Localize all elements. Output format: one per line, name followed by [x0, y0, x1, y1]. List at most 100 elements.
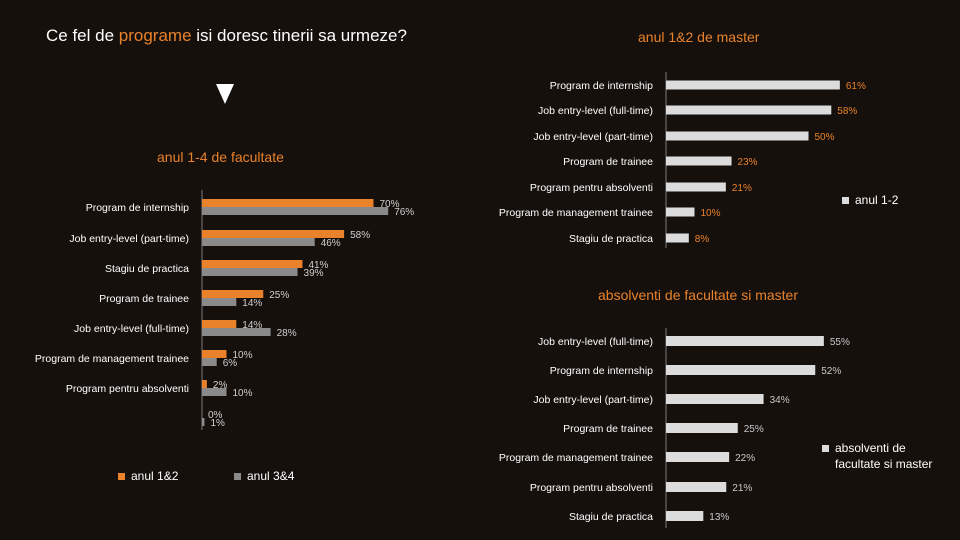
chart2-value-label: 21% — [732, 183, 752, 194]
chart1-category-label: Stagiu de practica — [105, 263, 189, 275]
chart1-category-label: Program de management trainee — [35, 353, 189, 365]
chart2-bar — [666, 182, 726, 192]
chart1-bar — [202, 290, 264, 298]
title-part1: Ce fel de — [46, 26, 119, 45]
chart1-bar — [202, 380, 207, 388]
chart3-bar — [666, 511, 704, 521]
chart3-value-label: 21% — [732, 483, 752, 494]
chart3-bar — [666, 336, 824, 346]
chart2-value-label: 58% — [837, 106, 857, 117]
chart3-value-label: 55% — [830, 337, 850, 348]
chart2-category-label: Stagiu de practica — [569, 233, 653, 245]
legend-label: absolventi de facultate si master — [835, 441, 933, 471]
chart2-value-label: 8% — [695, 234, 710, 245]
legend-swatch — [234, 473, 241, 480]
chart2-bar — [666, 156, 732, 166]
chart2-value-label: 10% — [701, 208, 721, 219]
chart1-category-label: Job entry-level (full-time) — [74, 323, 189, 335]
chart1-bar — [202, 230, 345, 238]
chart1-value-label: 0% — [208, 410, 223, 421]
legend-item-anul-3-4: anul 3&4 — [234, 468, 294, 484]
legend-item-anul-1-2: anul 1&2 — [118, 468, 178, 484]
chart1-value-label: 6% — [223, 358, 238, 369]
legend-label: anul 3&4 — [247, 469, 295, 483]
chart1-category-label: Program pentru absolventi — [66, 383, 189, 395]
legend-swatch — [842, 197, 849, 204]
chart1-value-label: 58% — [350, 230, 370, 241]
chart3-value-label: 52% — [821, 366, 841, 377]
chart1-bar — [202, 358, 217, 366]
chart1-category-label: Program de trainee — [99, 293, 189, 305]
legend-swatch — [118, 473, 125, 480]
chart3-category-label: Job entry-level (part-time) — [533, 394, 653, 406]
chart2-bar — [666, 207, 695, 217]
chart3-bar — [666, 482, 727, 492]
chart3-category-label: Program pentru absolventi — [530, 482, 653, 494]
title-accent: programe — [118, 26, 192, 45]
chart1-value-label: 10% — [233, 350, 253, 361]
chart1-bar — [202, 388, 227, 396]
legend-item-absolventi: absolventi de facultate si master — [822, 440, 932, 472]
chart3-value-label: 25% — [744, 424, 764, 435]
chart2-value-label: 61% — [846, 81, 866, 92]
chart1-value-label: 46% — [321, 238, 341, 249]
chart1-bar — [202, 260, 303, 268]
chart1-value-label: 10% — [233, 388, 253, 399]
chart1-title: anul 1-4 de facultate — [157, 149, 284, 165]
chart2-bar — [666, 80, 840, 90]
chart3-bar — [666, 423, 738, 433]
chart1-value-label: 70% — [380, 199, 400, 210]
chart1-bar — [202, 418, 205, 426]
chart3-title: absolventi de facultate si master — [598, 287, 798, 303]
down-arrow-icon — [216, 84, 234, 104]
chart2-category-label: Program de internship — [550, 80, 653, 92]
legend-label: anul 1-2 — [855, 193, 899, 207]
chart3-value-label: 22% — [735, 453, 755, 464]
legend-item-anul-1-2-master: anul 1-2 — [842, 192, 898, 208]
chart1-category-label: Program de internship — [86, 202, 189, 214]
chart1-bar — [202, 268, 298, 276]
chart2-category-label: Program pentru absolventi — [530, 182, 653, 194]
chart1-bar — [202, 298, 237, 306]
chart3-category-label: Job entry-level (full-time) — [538, 336, 653, 348]
chart3-category-label: Stagiu de practica — [569, 511, 653, 523]
page-title: Ce fel de programe isi doresc tinerii sa… — [46, 26, 407, 46]
chart1-bar — [202, 238, 315, 246]
chart2-value-label: 23% — [738, 157, 758, 168]
chart2-bar — [666, 233, 689, 243]
chart1-category-label: Job entry-level (part-time) — [69, 233, 189, 245]
title-part2: isi doresc tinerii sa urmeze? — [191, 26, 407, 45]
chart1-value-label: 25% — [269, 290, 289, 301]
chart1-value-label: 39% — [304, 268, 324, 279]
chart1-value-label: 28% — [277, 328, 297, 339]
chart2-category-label: Job entry-level (part-time) — [533, 131, 653, 143]
chart3-category-label: Program de management trainee — [499, 452, 653, 464]
chart2-category-label: Program de management trainee — [499, 207, 653, 219]
chart1-value-label: 14% — [242, 298, 262, 309]
chart2-value-label: 50% — [815, 132, 835, 143]
chart2-title: anul 1&2 de master — [638, 29, 760, 45]
legend-label: anul 1&2 — [131, 469, 179, 483]
chart1-bar — [202, 320, 237, 328]
chart3-bar — [666, 394, 764, 404]
chart1-value-label: 41% — [308, 260, 328, 271]
legend-swatch — [822, 445, 829, 452]
chart1-bar — [202, 328, 271, 336]
chart3-category-label: Program de internship — [550, 365, 653, 377]
chart1-value-label: 1% — [210, 418, 225, 429]
chart2-category-label: Program de trainee — [563, 156, 653, 168]
chart1-value-label: 76% — [394, 207, 414, 218]
chart3-value-label: 34% — [770, 395, 790, 406]
chart1-value-label: 14% — [242, 320, 262, 331]
chart2-bar — [666, 105, 832, 115]
chart3-bar — [666, 452, 730, 462]
chart2-category-label: Job entry-level (full-time) — [538, 105, 653, 117]
chart1-bar — [202, 350, 227, 358]
chart1-value-label: 2% — [213, 380, 228, 391]
chart3-bar — [666, 365, 816, 375]
chart2-bar — [666, 131, 809, 141]
chart3-value-label: 13% — [709, 512, 729, 523]
chart1-bar — [202, 207, 389, 215]
chart3-category-label: Program de trainee — [563, 423, 653, 435]
